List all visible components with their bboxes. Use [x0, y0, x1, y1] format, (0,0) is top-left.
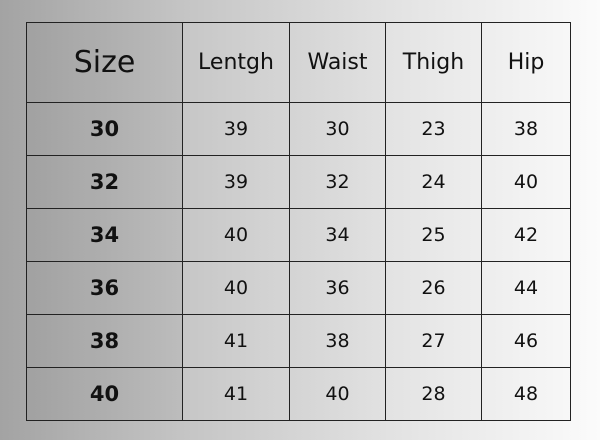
cell-waist: 38 [289, 314, 386, 368]
cell-thigh: 24 [385, 155, 482, 209]
cell-size: 30 [26, 102, 183, 156]
cell-size: 38 [26, 314, 183, 368]
cell-thigh: 25 [385, 208, 482, 262]
table-row: 40 41 40 28 48 [26, 367, 571, 421]
cell-size: 36 [26, 261, 183, 315]
cell-length: 39 [182, 155, 290, 209]
cell-waist: 40 [289, 367, 386, 421]
cell-size: 40 [26, 367, 183, 421]
cell-thigh: 27 [385, 314, 482, 368]
header-waist: Waist [289, 22, 386, 103]
size-chart-table: Size Lentgh Waist Thigh Hip 30 39 30 23 38 32… [26, 22, 571, 421]
header-hip: Hip [481, 22, 571, 103]
cell-size: 34 [26, 208, 183, 262]
cell-thigh: 23 [385, 102, 482, 156]
header-length: Lentgh [182, 22, 290, 103]
header-row: Size Lentgh Waist Thigh Hip [26, 22, 571, 103]
cell-hip: 48 [481, 367, 571, 421]
cell-length: 41 [182, 367, 290, 421]
cell-length: 41 [182, 314, 290, 368]
cell-waist: 32 [289, 155, 386, 209]
cell-hip: 46 [481, 314, 571, 368]
cell-hip: 44 [481, 261, 571, 315]
cell-hip: 40 [481, 155, 571, 209]
table-row: 32 39 32 24 40 [26, 155, 571, 209]
cell-waist: 30 [289, 102, 386, 156]
cell-hip: 38 [481, 102, 571, 156]
cell-length: 40 [182, 208, 290, 262]
cell-thigh: 26 [385, 261, 482, 315]
cell-length: 40 [182, 261, 290, 315]
header-size: Size [26, 22, 183, 103]
cell-size: 32 [26, 155, 183, 209]
cell-thigh: 28 [385, 367, 482, 421]
table-row: 38 41 38 27 46 [26, 314, 571, 368]
cell-waist: 34 [289, 208, 386, 262]
cell-waist: 36 [289, 261, 386, 315]
cell-length: 39 [182, 102, 290, 156]
header-thigh: Thigh [385, 22, 482, 103]
table-row: 30 39 30 23 38 [26, 102, 571, 156]
table-row: 34 40 34 25 42 [26, 208, 571, 262]
table-row: 36 40 36 26 44 [26, 261, 571, 315]
cell-hip: 42 [481, 208, 571, 262]
